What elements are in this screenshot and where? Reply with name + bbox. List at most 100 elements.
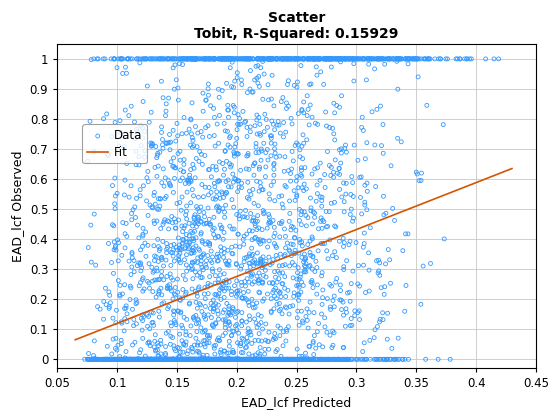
Data: [309, 356, 318, 362]
Data: [309, 55, 318, 62]
Data: [242, 356, 251, 362]
Data: [185, 356, 194, 362]
Data: [203, 356, 212, 362]
Data: [157, 356, 166, 362]
Data: [267, 55, 276, 62]
Data: [242, 55, 251, 62]
Data: [109, 315, 118, 321]
Data: [171, 356, 180, 362]
Data: [161, 139, 170, 146]
Data: [189, 244, 198, 251]
Data: [166, 356, 175, 362]
Data: [226, 356, 235, 362]
Data: [193, 255, 202, 261]
Data: [331, 157, 340, 163]
Data: [282, 338, 291, 344]
Data: [222, 350, 231, 357]
Data: [229, 356, 238, 362]
Data: [178, 337, 186, 344]
Data: [281, 251, 290, 258]
Data: [128, 341, 137, 348]
Data: [385, 55, 394, 62]
Data: [366, 55, 375, 62]
Data: [124, 356, 133, 362]
Data: [259, 262, 268, 269]
Data: [156, 356, 165, 362]
Data: [186, 356, 195, 362]
Data: [116, 356, 125, 362]
Data: [89, 356, 98, 362]
Data: [226, 356, 235, 362]
Data: [248, 89, 256, 95]
Data: [258, 356, 267, 362]
Data: [279, 119, 288, 126]
Data: [170, 86, 179, 92]
Data: [213, 356, 222, 362]
Data: [158, 238, 167, 245]
Data: [290, 262, 299, 268]
Data: [306, 279, 315, 286]
Data: [387, 55, 396, 62]
Data: [205, 55, 214, 62]
Data: [224, 356, 233, 362]
Data: [248, 270, 257, 277]
Data: [254, 80, 263, 87]
Data: [305, 55, 314, 62]
Data: [277, 98, 286, 105]
Data: [239, 289, 248, 296]
Data: [267, 55, 276, 62]
Data: [250, 356, 259, 362]
Data: [116, 55, 125, 62]
Data: [194, 356, 203, 362]
Data: [108, 182, 117, 189]
Data: [246, 264, 255, 270]
Data: [99, 55, 108, 62]
Data: [199, 55, 208, 62]
Data: [263, 244, 272, 250]
Data: [181, 276, 190, 283]
Data: [400, 55, 409, 62]
Data: [296, 289, 305, 295]
Data: [180, 256, 189, 263]
Data: [279, 134, 288, 140]
Data: [285, 197, 294, 204]
Data: [404, 231, 413, 237]
Data: [321, 55, 330, 62]
Data: [214, 208, 223, 215]
Data: [227, 356, 236, 362]
Data: [153, 356, 162, 362]
Data: [253, 55, 262, 62]
Data: [176, 309, 185, 315]
Data: [356, 356, 365, 362]
Data: [184, 356, 193, 362]
Data: [258, 298, 267, 304]
Data: [325, 356, 334, 362]
Data: [109, 223, 118, 229]
Data: [261, 173, 270, 180]
Data: [380, 291, 389, 298]
Data: [214, 356, 223, 362]
Data: [253, 55, 262, 62]
Data: [154, 258, 163, 265]
Data: [299, 259, 308, 265]
Data: [179, 272, 188, 278]
Data: [237, 356, 246, 362]
Data: [265, 356, 274, 362]
Data: [155, 356, 164, 362]
Data: [155, 289, 164, 296]
Data: [99, 316, 108, 323]
Data: [203, 352, 212, 359]
Data: [175, 257, 184, 264]
Data: [155, 149, 164, 155]
Data: [230, 175, 239, 182]
Data: [381, 356, 390, 362]
Data: [225, 356, 234, 362]
Data: [323, 329, 332, 336]
Data: [256, 64, 265, 71]
Data: [202, 356, 211, 362]
Data: [239, 108, 248, 115]
Data: [204, 184, 213, 191]
Data: [225, 338, 234, 345]
Data: [269, 356, 278, 362]
Data: [349, 215, 358, 221]
